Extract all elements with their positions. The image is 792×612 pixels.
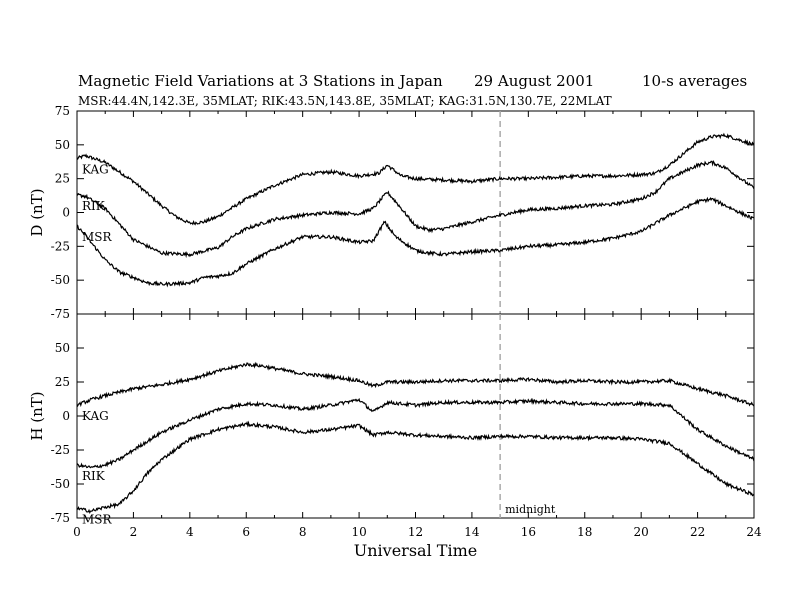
- series-line-bottom-rik: [76, 397, 755, 469]
- series-label-rik: RIK: [82, 199, 106, 213]
- x-tick-label: 6: [242, 525, 250, 539]
- series-label-kag: KAG: [82, 409, 109, 423]
- x-tick-label: 12: [408, 525, 423, 539]
- x-tick-label: 0: [73, 525, 81, 539]
- y-tick-label: 25: [55, 172, 70, 186]
- y-tick-label: 0: [62, 409, 70, 423]
- midnight-label: midnight: [505, 503, 556, 516]
- y-tick-label: -25: [51, 443, 70, 457]
- x-tick-label: 16: [521, 525, 536, 539]
- y-tick-label: -75: [51, 307, 70, 321]
- x-tick-label: 24: [746, 525, 762, 539]
- x-tick-label: 18: [577, 525, 592, 539]
- x-tick-label: 4: [186, 525, 194, 539]
- y-tick-label: 25: [55, 375, 70, 389]
- series-line-bottom-msr: [76, 420, 755, 514]
- series-line-top-msr: [76, 196, 755, 288]
- y-axis-label: D (nT): [28, 188, 46, 236]
- y-tick-label: 75: [55, 104, 70, 118]
- x-tick-label: 14: [464, 525, 480, 539]
- series-line-top-kag: [76, 132, 755, 226]
- y-tick-label: 50: [55, 138, 70, 152]
- x-tick-label: 20: [634, 525, 649, 539]
- chart-title: Magnetic Field Variations at 3 Stations …: [78, 72, 443, 90]
- x-tick-label: 10: [351, 525, 366, 539]
- y-axis-label: H (nT): [28, 391, 46, 440]
- series-label-msr: MSR: [82, 230, 113, 244]
- series-line-top-rik: [76, 160, 755, 259]
- y-tick-label: -25: [51, 239, 70, 253]
- series-label-kag: KAG: [82, 162, 109, 176]
- station-coordinates: MSR:44.4N,142.3E, 35MLAT; RIK:43.5N,143.…: [78, 94, 612, 108]
- x-tick-label: 2: [130, 525, 138, 539]
- averaging-note: 10-s averages: [642, 72, 748, 90]
- y-tick-label: -50: [51, 273, 70, 287]
- series-label-msr: MSR: [82, 512, 113, 526]
- plot-frame-bottom: [76, 313, 755, 519]
- y-tick-label: 50: [55, 341, 70, 355]
- series-label-rik: RIK: [82, 469, 106, 483]
- y-tick-label: -50: [51, 477, 70, 491]
- x-tick-label: 22: [690, 525, 705, 539]
- chart-date: 29 August 2001: [474, 72, 595, 90]
- y-tick-label: -75: [51, 511, 70, 525]
- y-tick-label: 0: [62, 206, 70, 220]
- x-tick-label: 8: [299, 525, 307, 539]
- x-axis-label: Universal Time: [354, 541, 477, 560]
- series-line-bottom-kag: [76, 361, 755, 408]
